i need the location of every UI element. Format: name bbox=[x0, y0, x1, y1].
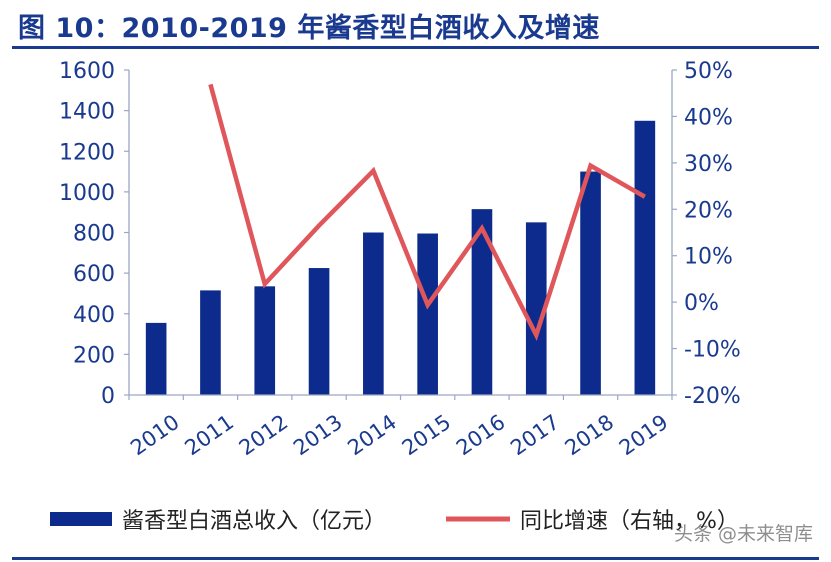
x-tick-label: 2010 bbox=[126, 410, 184, 460]
legend-bar-label: 酱香型白酒总收入（亿元） bbox=[122, 509, 386, 534]
bottom-divider bbox=[12, 557, 819, 560]
bar bbox=[417, 233, 438, 395]
right-tick-label: 0% bbox=[684, 291, 719, 316]
bar bbox=[363, 232, 384, 395]
bar bbox=[580, 171, 601, 395]
left-tick-label: 800 bbox=[73, 222, 115, 247]
bar bbox=[254, 286, 276, 395]
left-tick-label: 600 bbox=[73, 262, 115, 287]
left-tick-label: 1600 bbox=[59, 59, 115, 84]
x-tick-label: 2016 bbox=[452, 410, 510, 460]
right-tick-label: 30% bbox=[684, 152, 733, 177]
bar bbox=[145, 322, 167, 395]
left-tick-label: 1200 bbox=[59, 140, 115, 165]
legend-line-label: 同比增速（右轴，%） bbox=[520, 509, 739, 534]
left-tick-label: 400 bbox=[73, 303, 115, 328]
left-tick-label: 200 bbox=[73, 343, 115, 368]
bar bbox=[200, 290, 221, 395]
x-tick-label: 2015 bbox=[398, 410, 456, 460]
x-tick-label: 2014 bbox=[343, 410, 401, 460]
right-tick-label: 10% bbox=[684, 245, 733, 270]
left-tick-label: 0 bbox=[101, 384, 115, 409]
x-tick-label: 2011 bbox=[180, 410, 238, 460]
x-tick-label: 2012 bbox=[235, 410, 293, 460]
right-tick-label: 20% bbox=[684, 198, 733, 223]
x-tick-label: 2019 bbox=[615, 410, 673, 460]
title-divider bbox=[12, 46, 819, 49]
x-tick-label: 2017 bbox=[506, 410, 564, 460]
right-tick-label: 40% bbox=[684, 105, 733, 130]
right-tick-label: 50% bbox=[684, 59, 733, 84]
x-tick-label: 2018 bbox=[561, 410, 619, 460]
watermark: 头条 @未来智库 bbox=[673, 523, 813, 545]
legend-bar-swatch bbox=[50, 512, 112, 526]
right-tick-label: -20% bbox=[684, 384, 741, 409]
bar bbox=[525, 222, 547, 395]
bar bbox=[308, 268, 330, 395]
left-tick-label: 1000 bbox=[59, 181, 115, 206]
page-title: 图 10：2010-2019 年酱香型白酒收入及增速 bbox=[18, 13, 600, 44]
x-tick-label: 2013 bbox=[289, 410, 347, 460]
right-tick-label: -10% bbox=[684, 338, 741, 363]
left-tick-label: 1400 bbox=[59, 100, 115, 125]
bar bbox=[634, 120, 656, 395]
bar bbox=[471, 209, 493, 395]
